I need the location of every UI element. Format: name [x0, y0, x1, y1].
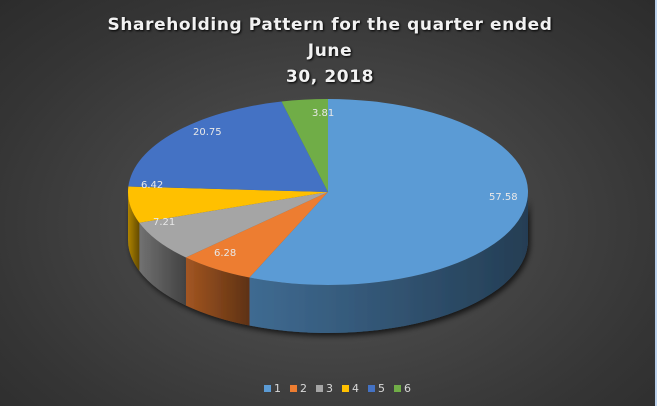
- legend-label-3: 3: [326, 382, 333, 395]
- chart-title-line-2: 30, 2018: [285, 67, 375, 87]
- legend-item-5[interactable]: 5: [368, 382, 385, 395]
- data-label-4: 6.42: [141, 180, 163, 191]
- data-label-1: 57.58: [489, 192, 518, 203]
- legend-item-3[interactable]: 3: [316, 382, 333, 395]
- legend-label-6: 6: [404, 382, 411, 395]
- legend-label-2: 2: [300, 382, 307, 395]
- chart-border: [655, 0, 657, 406]
- legend-swatch-5: [368, 385, 375, 392]
- pie-labels: 57.58 6.28 7.21 6.42 20.75 3.81: [141, 108, 518, 259]
- pie-side-shade: [249, 192, 528, 334]
- pie-slice-2[interactable]: [185, 192, 328, 278]
- legend-item-1[interactable]: 1: [264, 382, 281, 395]
- pie-side-shade: [139, 222, 186, 306]
- legend-item-2[interactable]: 2: [290, 382, 307, 395]
- pie-slice-5[interactable]: [128, 101, 328, 192]
- data-label-3: 7.21: [153, 217, 175, 228]
- legend-swatch-3: [316, 385, 323, 392]
- legend-label-5: 5: [378, 382, 385, 395]
- legend-item-4[interactable]: 4: [342, 382, 359, 395]
- pie-sides: [128, 192, 528, 334]
- pie-slice-4[interactable]: [127, 186, 328, 223]
- pie-side-shade: [185, 257, 250, 326]
- chart-title-line-1: Shareholding Pattern for the quarter end…: [107, 15, 553, 61]
- chart-title: Shareholding Pattern for the quarter end…: [100, 12, 560, 90]
- data-label-5: 20.75: [193, 127, 222, 138]
- data-label-6: 3.81: [312, 108, 334, 119]
- pie-slice-1[interactable]: [249, 99, 528, 285]
- legend-item-6[interactable]: 6: [394, 382, 411, 395]
- legend-label-4: 4: [352, 382, 359, 395]
- data-label-2: 6.28: [214, 248, 236, 259]
- legend-swatch-4: [342, 385, 349, 392]
- pie-side-shade: [128, 192, 140, 271]
- legend-swatch-6: [394, 385, 401, 392]
- pie-slice-6[interactable]: [281, 99, 328, 192]
- legend-swatch-2: [290, 385, 297, 392]
- pie-slice-3[interactable]: [139, 192, 328, 258]
- pie-top: [127, 99, 528, 285]
- legend: 1 2 3 4 5 6: [264, 382, 411, 395]
- legend-swatch-1: [264, 385, 271, 392]
- legend-label-1: 1: [274, 382, 281, 395]
